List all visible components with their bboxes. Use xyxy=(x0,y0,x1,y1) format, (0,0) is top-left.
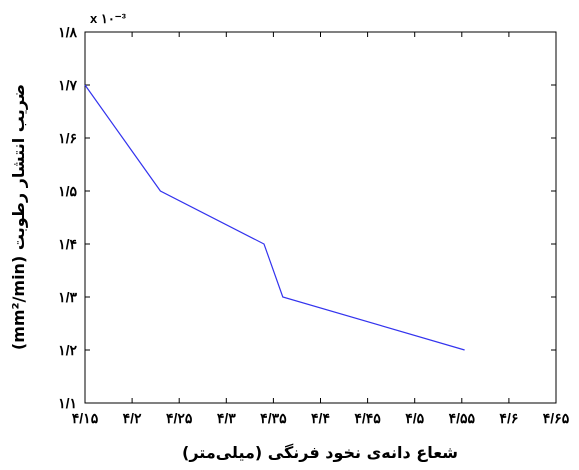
x-axis-title: شعاع دانه‌ی نخود فرنگی (میلی‌متر) xyxy=(182,443,458,462)
y-tick-label: ۱/۱ xyxy=(58,395,77,411)
x-tick-label: ۴/۲ xyxy=(123,410,142,426)
y-axis-title: ضریب انتشار رطوبت (mm²/min) xyxy=(9,84,28,350)
x-axis-ticks: ۴/۱۵ ۴/۲ ۴/۲۵ ۴/۳ ۴/۳۵ ۴/۴ ۴/۴۵ ۴/۵ ۴/۵۵ ۴/۶ ۴/۶۵ xyxy=(72,32,570,426)
x-tick-label: ۴/۶۵ xyxy=(543,410,570,426)
plot-area xyxy=(84,31,557,404)
x-tick-label: ۴/۴ xyxy=(311,410,330,426)
y-tick-label: ۱/۲ xyxy=(58,342,77,358)
y-tick-label: ۱/۵ xyxy=(58,183,77,199)
y-tick-label: ۱/۸ xyxy=(58,24,77,40)
y-tick-label: ۱/۳ xyxy=(58,289,77,305)
x-tick-label: ۴/۱۵ xyxy=(72,410,99,426)
y-tick-label: ۱/۴ xyxy=(58,236,77,252)
y-tick-label: ۱/۶ xyxy=(58,130,77,146)
x-tick-label: ۴/۵۵ xyxy=(449,410,476,426)
x-tick-label: ۴/۲۵ xyxy=(166,410,193,426)
y-axis-ticks: ۱/۱ ۱/۲ ۱/۳ ۱/۴ ۱/۵ ۱/۶ ۱/۷ ۱/۸ xyxy=(58,24,556,411)
y-exponent-label: x ۱۰⁻³ xyxy=(90,11,127,26)
y-tick-label: ۱/۷ xyxy=(58,77,77,93)
series-layer xyxy=(84,84,465,351)
x-tick-label: ۴/۳۵ xyxy=(260,410,287,426)
x-tick-label: ۴/۳ xyxy=(217,410,236,426)
x-tick-label: ۴/۶ xyxy=(499,410,518,426)
x-tick-label: ۴/۵ xyxy=(405,410,424,426)
series-line xyxy=(84,84,465,351)
x-tick-label: ۴/۴۵ xyxy=(354,410,381,426)
